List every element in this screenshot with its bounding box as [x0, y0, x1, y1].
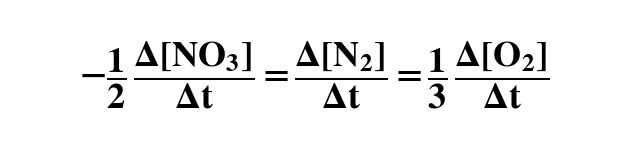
Text: $\mathbf{-\dfrac{1}{2}\,\dfrac{\Delta[NO_3]}{\Delta t} = \dfrac{\Delta[N_2]}{\De: $\mathbf{-\dfrac{1}{2}\,\dfrac{\Delta[NO… — [78, 39, 550, 111]
